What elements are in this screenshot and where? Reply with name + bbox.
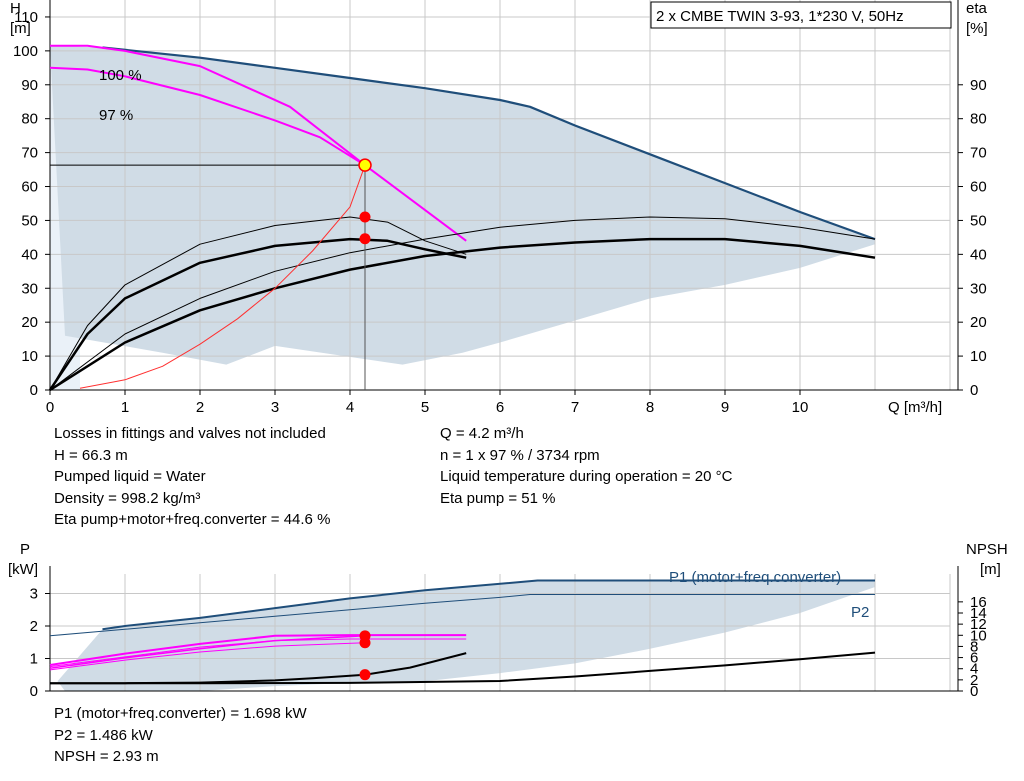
info-line: Density = 998.2 kg/m³ [54, 489, 201, 507]
y-tick-label-left: 60 [21, 179, 38, 196]
info-line: NPSH = 2.93 m [54, 748, 159, 765]
y-tick-label-left: 2 [30, 618, 38, 635]
x-tick-label: 7 [571, 399, 579, 416]
title-box [650, 1, 952, 29]
info-line: Q = 4.2 m³/h [440, 425, 524, 442]
x-tick-label: 9 [721, 399, 729, 416]
y-tick-label-left: 80 [21, 111, 38, 128]
info-line: Eta pump = 51 % [440, 489, 556, 507]
y-tick-label-right: 70 [970, 145, 987, 162]
y-tick-label-left: 0 [30, 683, 38, 700]
operating-point-eta [359, 211, 371, 223]
y-axis-label-right: eta [966, 0, 988, 17]
y-tick-label-left: 0 [30, 382, 38, 399]
y-tick-label-right: 80 [970, 111, 987, 128]
curve-eta-pump [49, 216, 467, 391]
y-tick-label-left: 100 [13, 43, 38, 60]
x-tick-label: 2 [196, 399, 204, 416]
y-axis-label-left-unit: [m] [10, 20, 31, 37]
y-tick-label-left: 90 [21, 77, 38, 94]
info-bottom: P1 (motor+freq.converter) = 1.698 kW P2 … [54, 703, 307, 768]
info-line: Eta pump+motor+freq.converter = 44.6 % [54, 511, 331, 528]
legend-p2: P2 [851, 604, 869, 621]
y-axis-label-left-unit: [kW] [8, 561, 38, 578]
y-tick-label-left: 110 [14, 9, 38, 26]
y-tick-label-right: 8 [970, 638, 978, 655]
curve-system-curve [79, 165, 366, 389]
y-tick-label-right: 10 [970, 627, 987, 644]
x-axis-label: Q [m³/h] [888, 399, 942, 416]
y-tick-label-left: 20 [21, 314, 38, 331]
x-tick-label: 0 [46, 399, 54, 416]
y-tick-label-right: 90 [970, 77, 987, 94]
info-line: P1 (motor+freq.converter) = 1.698 kW [54, 705, 307, 722]
info-line: Liquid temperature during operation = 20… [440, 468, 733, 485]
info-top-left: Losses in fittings and valves not includ… [54, 423, 330, 531]
x-tick-label: 6 [496, 399, 504, 416]
info-line: Pumped liquid = Water [54, 468, 206, 485]
curve-eta-pump-twin [49, 216, 876, 391]
y-tick-label-right: 0 [970, 382, 978, 399]
legend-p1: P1 (motor+freq.converter) [669, 569, 841, 586]
operating-point-duty [358, 158, 372, 172]
x-tick-label: 8 [646, 399, 654, 416]
y-tick-label-right: 2 [970, 672, 978, 689]
y-tick-label-right: 14 [970, 605, 987, 622]
curve-head-97 [49, 66, 366, 167]
y-tick-label-right: 6 [970, 650, 978, 667]
y-tick-label-left: 10 [21, 348, 38, 365]
x-tick-label: 4 [346, 399, 354, 416]
info-top-right: Q = 4.2 m³/h n = 1 x 97 % / 3734 rpm Liq… [440, 423, 732, 509]
x-tick-label: 1 [121, 399, 129, 416]
y-tick-label-right: 16 [970, 594, 987, 611]
y-axis-label-left: H [10, 0, 21, 17]
y-axis-label-right-unit: [%] [966, 20, 988, 37]
y-tick-label-left: 50 [21, 212, 38, 229]
info-line: Losses in fittings and valves not includ… [54, 425, 326, 442]
y-tick-label-right: 10 [970, 348, 987, 365]
y-tick-label-left: 70 [21, 145, 38, 162]
operating-point-power [359, 637, 371, 649]
x-tick-label: 3 [271, 399, 279, 416]
y-tick-label-right: 12 [970, 616, 987, 633]
y-tick-label-left: 1 [30, 651, 38, 668]
y-tick-label-right: 0 [970, 683, 978, 700]
chart-title: 2 x CMBE TWIN 3-93, 1*230 V, 50Hz [656, 8, 904, 25]
y-tick-label-left: 30 [21, 280, 38, 297]
y-tick-label-right: 40 [970, 246, 987, 263]
curve-eta-total-twin [49, 237, 876, 392]
curve-eta-total [48, 237, 467, 391]
y-axis-label-left: P [20, 541, 30, 558]
info-line: P2 = 1.486 kW [54, 726, 153, 744]
y-tick-label-left: 40 [21, 246, 38, 263]
curve-p1 [102, 579, 875, 631]
y-tick-label-right: 30 [970, 280, 987, 297]
info-line: n = 1 x 97 % / 3734 rpm [440, 446, 600, 464]
y-tick-label-left: 3 [30, 586, 38, 603]
y-tick-label-right: 20 [970, 314, 987, 331]
head-efficiency-chart: 0 1 2 3 4 5 6 7 8 9 100102030405060708090100110010… [10, 0, 988, 416]
info-line: H = 66.3 m [54, 446, 128, 464]
curve-head-100 [102, 46, 876, 241]
y-axis-label-right-unit: [m] [980, 561, 1001, 578]
curve-npsh-twin [50, 651, 876, 685]
operating-point-eta [359, 233, 371, 245]
power-envelope [57, 580, 875, 691]
curve-p1-97 [49, 635, 366, 670]
y-tick-label-right: 50 [970, 212, 987, 229]
y-tick-label-right: 60 [970, 179, 987, 196]
curve-p2 [49, 594, 875, 637]
y-tick-label-right: 4 [970, 661, 978, 678]
operating-envelope [50, 45, 875, 365]
x-tick-label: 10 [792, 399, 809, 416]
y-axis-label-right: NPSH [966, 541, 1008, 558]
curve-p2-97 [49, 642, 366, 671]
series-label-100: 100 % [99, 67, 142, 84]
series-label-97: 97 % [99, 107, 133, 124]
operating-point-power [359, 669, 371, 681]
x-tick-label: 5 [421, 399, 429, 416]
